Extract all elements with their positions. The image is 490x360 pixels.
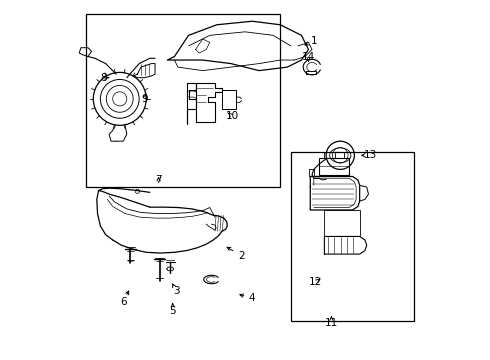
Text: 14: 14 [302, 51, 315, 62]
Text: 8: 8 [100, 73, 107, 83]
Text: 1: 1 [311, 36, 317, 46]
Text: 9: 9 [141, 94, 148, 104]
Text: 5: 5 [170, 306, 176, 315]
Text: 3: 3 [173, 286, 179, 296]
Bar [319, 158, 349, 175]
Text: 13: 13 [364, 150, 377, 160]
Bar [222, 90, 236, 109]
Text: 12: 12 [309, 277, 322, 287]
Text: 4: 4 [249, 293, 255, 303]
Text: 10: 10 [226, 112, 239, 121]
Text: 2: 2 [238, 251, 245, 261]
Bar [291, 152, 415, 321]
Text: 6: 6 [120, 297, 126, 307]
Text: 11: 11 [325, 318, 338, 328]
Text: 7: 7 [155, 175, 162, 185]
Bar [309, 169, 314, 176]
Bar [86, 14, 280, 187]
